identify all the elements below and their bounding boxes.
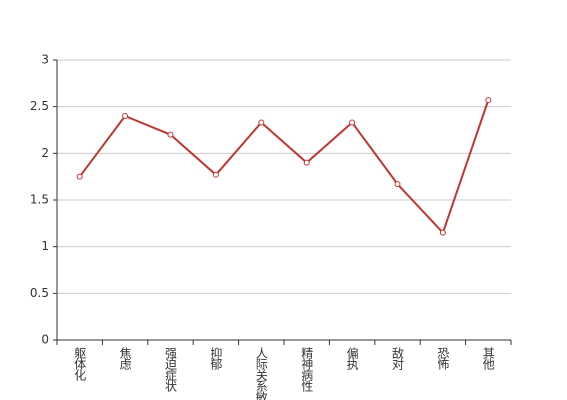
point — [394, 181, 401, 188]
point — [167, 131, 174, 138]
y-tick-label: 1.5 — [30, 193, 49, 207]
x-tick-label: 偏执 — [345, 346, 359, 371]
x-tick-label: 焦虑 — [118, 347, 132, 370]
point — [212, 171, 219, 178]
point — [349, 119, 356, 126]
y-tick-label: 2 — [41, 146, 49, 160]
y-tick-label: 2.5 — [30, 99, 49, 113]
y-tick-label: 0.5 — [30, 286, 49, 300]
x-tick-label: 精神病性 — [300, 347, 314, 393]
x-tick-label: 其他 — [481, 347, 495, 370]
x-tick-label: 敌对 — [391, 346, 405, 370]
x-tick-label: 强迫症状 — [164, 347, 178, 392]
y-tick-label: 1 — [41, 239, 49, 253]
line — [78, 99, 490, 235]
y-tick-label: 3 — [41, 53, 49, 67]
point — [303, 159, 310, 166]
y-tick-label: 0 — [41, 333, 49, 347]
point — [485, 97, 492, 104]
point — [439, 229, 446, 236]
x-tick-label: 恐怖 — [436, 347, 450, 370]
x-tick-label: 人际关系敏感 — [254, 347, 268, 400]
point — [76, 173, 83, 180]
x-tick-label: 抑郁 — [209, 346, 223, 371]
x-tick-label: 躯体化 — [73, 346, 87, 382]
point — [122, 113, 129, 119]
point — [258, 119, 265, 126]
